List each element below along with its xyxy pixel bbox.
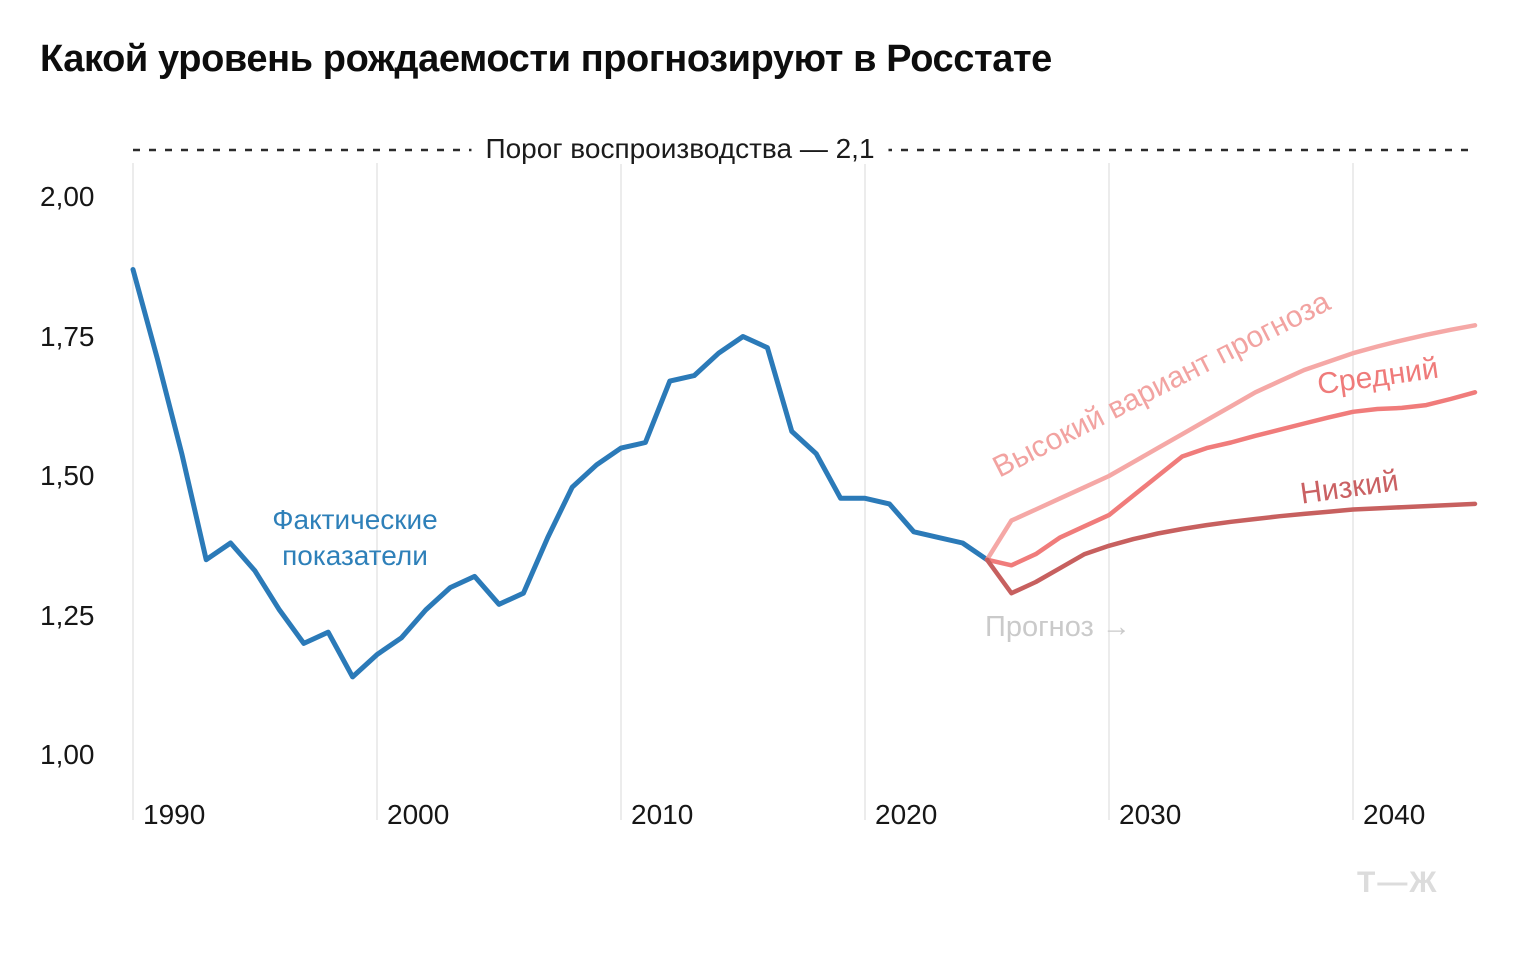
page-title: Какой уровень рождаемости прогнозируют в…	[40, 38, 1052, 80]
series-label-actual: Фактические показатели	[272, 504, 438, 571]
x-tick-label: 2020	[875, 799, 938, 830]
forecast-annotation: Прогноз →	[985, 611, 1131, 643]
x-tick-label: 2040	[1363, 799, 1426, 830]
series-line-medium	[984, 390, 1478, 568]
y-tick-label: 2,00	[40, 181, 95, 212]
y-tick-label: 1,25	[40, 599, 95, 631]
brand-logo: Т—Ж	[1357, 866, 1439, 899]
x-tick-label: 2030	[1119, 799, 1182, 830]
series-line-high	[984, 323, 1478, 562]
x-tick-label: 2010	[631, 799, 694, 830]
y-tick-label: 1,75	[40, 320, 95, 352]
x-tick-label: 2000	[387, 799, 450, 830]
series-line-actual	[130, 267, 990, 680]
series-line-low	[984, 501, 1478, 596]
x-tick-label: 1990	[143, 799, 206, 830]
y-tick-label: 1,50	[40, 460, 95, 491]
threshold-label: Порог воспроизводства — 2,1	[471, 133, 889, 164]
y-tick-label: 1,00	[40, 739, 95, 770]
